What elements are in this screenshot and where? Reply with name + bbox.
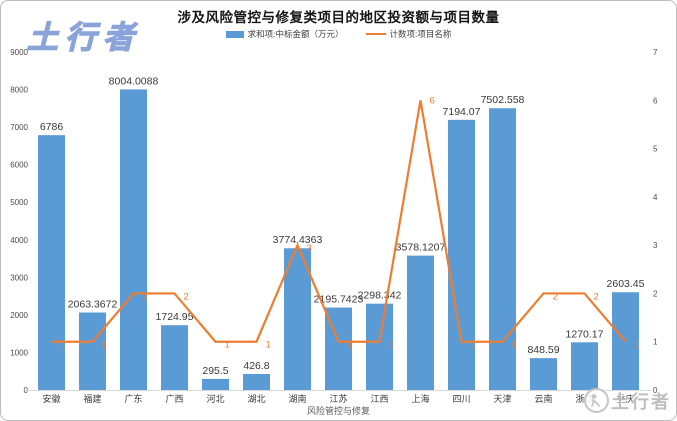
line-value-label: 1 — [61, 340, 66, 351]
left-axis-tick: 1000 — [10, 348, 28, 357]
left-axis-tick: 6000 — [10, 161, 28, 170]
line-value-label: 1 — [102, 340, 107, 351]
line-value-label: 1 — [348, 340, 353, 351]
category-label: 湖北 — [247, 394, 265, 404]
bar-湖北 — [243, 373, 270, 390]
category-label: 浙江 — [575, 393, 593, 404]
bar-value-label: 1724.95 — [156, 311, 194, 323]
legend-label-line-series: 计数项:项目名称 — [389, 29, 452, 39]
right-axis-tick: 0 — [653, 386, 658, 395]
bar-value-label: 6786 — [40, 121, 64, 133]
line-value-label: 1 — [512, 340, 517, 351]
left-axis-tick: 9000 — [10, 48, 28, 57]
line-value-label: 1 — [635, 340, 640, 351]
left-axis-tick: 4000 — [10, 236, 28, 245]
category-label: 江西 — [370, 394, 388, 404]
right-axis-tick: 3 — [653, 241, 658, 250]
bar-value-label: 8004.0088 — [109, 75, 159, 87]
category-label: 江苏 — [329, 393, 347, 404]
line-value-label: 1 — [471, 340, 476, 351]
line-value-label: 1 — [225, 340, 230, 351]
bar-value-label: 2195.7423 — [314, 294, 364, 306]
bar-value-label: 7194.07 — [443, 106, 481, 118]
left-axis-tick: 7000 — [10, 123, 28, 132]
category-label: 四川 — [452, 394, 470, 404]
legend-label-bar-series: 求和项:中标金额（万元） — [247, 29, 344, 39]
right-axis-tick: 1 — [653, 338, 658, 347]
bar-湖南 — [284, 248, 311, 390]
bar-value-label: 426.8 — [243, 360, 269, 372]
line-series-swatch-icon — [365, 32, 386, 36]
bar-广东 — [120, 89, 147, 391]
category-label: 重庆 — [616, 393, 634, 404]
category-label: 河北 — [206, 393, 224, 404]
bar-浙江 — [571, 342, 598, 390]
category-label: 安徽 — [42, 393, 60, 404]
line-value-label: 1 — [389, 340, 394, 351]
right-axis-tick: 6 — [653, 96, 658, 105]
left-axis-tick: 2000 — [10, 311, 28, 320]
right-axis-tick: 4 — [653, 193, 658, 202]
chart-title: 涉及风险管控与修复类项目的地区投资额与项目数量 — [177, 10, 500, 25]
left-axis-tick: 8000 — [10, 86, 28, 95]
category-label: 云南 — [534, 393, 552, 404]
line-value-label: 2 — [553, 291, 558, 302]
bar-安徽 — [38, 135, 65, 390]
bar-series-swatch-icon — [225, 30, 244, 38]
line-value-label: 3 — [307, 243, 312, 254]
count-line — [51, 100, 627, 343]
legend-item-bar-series: 求和项:中标金额（万元） — [225, 28, 344, 40]
bar-value-label: 2063.3672 — [68, 299, 118, 311]
line-value-label: 2 — [143, 291, 148, 302]
bar-天津 — [489, 108, 516, 390]
bar-value-label: 3774.4363 — [273, 234, 323, 246]
legend-item-line-series: 计数项:项目名称 — [365, 28, 452, 40]
bar-广西 — [161, 325, 188, 390]
bar-value-label: 848.59 — [527, 344, 559, 356]
right-axis-tick: 7 — [653, 48, 658, 57]
line-value-label: 2 — [594, 291, 599, 302]
category-label: 广东 — [124, 393, 142, 404]
bar-上海 — [407, 255, 434, 390]
bar-河北 — [202, 378, 229, 390]
bar-value-label: 7502.558 — [481, 94, 525, 106]
left-axis-tick: 5000 — [10, 198, 28, 207]
right-axis-tick: 5 — [653, 145, 658, 154]
bar-value-label: 3578.1207 — [396, 242, 446, 254]
category-label: 天津 — [493, 394, 511, 404]
left-axis-tick: 3000 — [10, 273, 28, 282]
line-value-label: 6 — [430, 95, 435, 106]
bar-value-label: 2298.342 — [358, 290, 402, 302]
chart-legend: 求和项:中标金额（万元） 计数项:项目名称 — [1, 28, 676, 40]
bar-云南 — [530, 358, 557, 390]
x-axis-title: 风险管控与修复 — [306, 406, 370, 416]
bar-江西 — [366, 303, 393, 390]
category-label: 上海 — [411, 393, 429, 404]
category-label: 福建 — [83, 393, 101, 404]
bar-福建 — [79, 312, 106, 390]
bar-value-label: 2603.45 — [607, 278, 645, 290]
bar-value-label: 295.5 — [202, 365, 228, 377]
bar-value-label: 1270.17 — [566, 328, 604, 340]
bar-四川 — [448, 119, 475, 391]
right-axis-tick: 2 — [653, 289, 658, 298]
category-label: 湖南 — [288, 393, 306, 404]
line-value-label: 1 — [266, 340, 271, 351]
category-label: 广西 — [165, 393, 183, 404]
line-value-label: 2 — [184, 291, 189, 302]
